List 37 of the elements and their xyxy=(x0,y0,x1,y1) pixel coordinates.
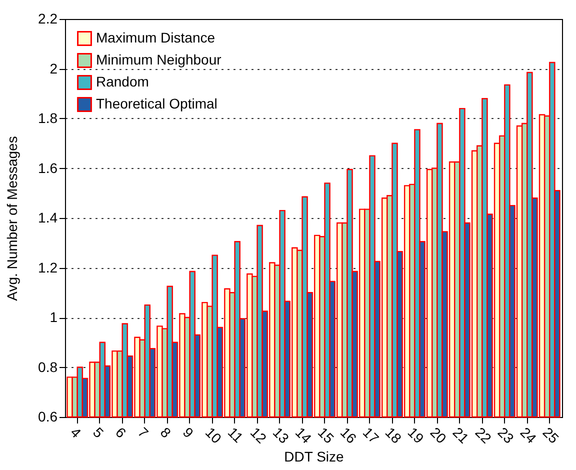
legend-label: Maximum Distance xyxy=(96,30,216,46)
x-tick-label: 7 xyxy=(134,424,152,442)
y-tick-label: 1.8 xyxy=(38,110,58,126)
x-tick-label: 16 xyxy=(337,424,360,447)
x-tick-label: 17 xyxy=(360,424,382,447)
legend-label: Random xyxy=(96,74,149,90)
legend-label: Minimum Neighbour xyxy=(96,52,222,68)
y-tick-label: 1.2 xyxy=(38,259,58,276)
x-tick-label: 10 xyxy=(202,424,225,447)
x-tick-label: 18 xyxy=(382,424,405,447)
x-tick-label: 24 xyxy=(517,424,540,447)
x-tick-label: 8 xyxy=(157,424,174,442)
x-tick-label: 20 xyxy=(427,424,450,447)
x-tick-label: 9 xyxy=(180,424,197,442)
x-tick-label: 22 xyxy=(472,424,495,447)
x-tick-label: 19 xyxy=(404,424,428,447)
legend-label: Theoretical Optimal xyxy=(96,96,218,112)
x-tick-label: 5 xyxy=(90,424,107,442)
y-tick-label: 1 xyxy=(50,309,58,325)
x-tick-label: 11 xyxy=(224,424,247,446)
x-tick-label: 12 xyxy=(247,424,270,447)
x-tick-label: 25 xyxy=(540,424,562,447)
y-tick-label: 0.6 xyxy=(38,408,58,424)
x-axis-title: DDT Size xyxy=(284,448,344,464)
x-tick-label: 6 xyxy=(112,424,130,442)
y-tick-label: 0.8 xyxy=(38,358,58,375)
y-tick-label: 2 xyxy=(50,60,58,76)
x-tick-label: 21 xyxy=(450,424,472,447)
x-tick-label: 14 xyxy=(292,424,315,447)
y-tick-label: 2.2 xyxy=(38,10,58,26)
y-tick-label: 1.6 xyxy=(38,160,58,176)
x-tick-label: 23 xyxy=(494,424,518,447)
x-tick-label: 4 xyxy=(67,424,84,442)
y-tick-label: 1.4 xyxy=(38,210,58,226)
x-tick-label: 13 xyxy=(270,424,292,447)
y-axis-title: Avg. Number of Messages xyxy=(4,136,20,301)
x-tick-label: 15 xyxy=(314,424,338,447)
